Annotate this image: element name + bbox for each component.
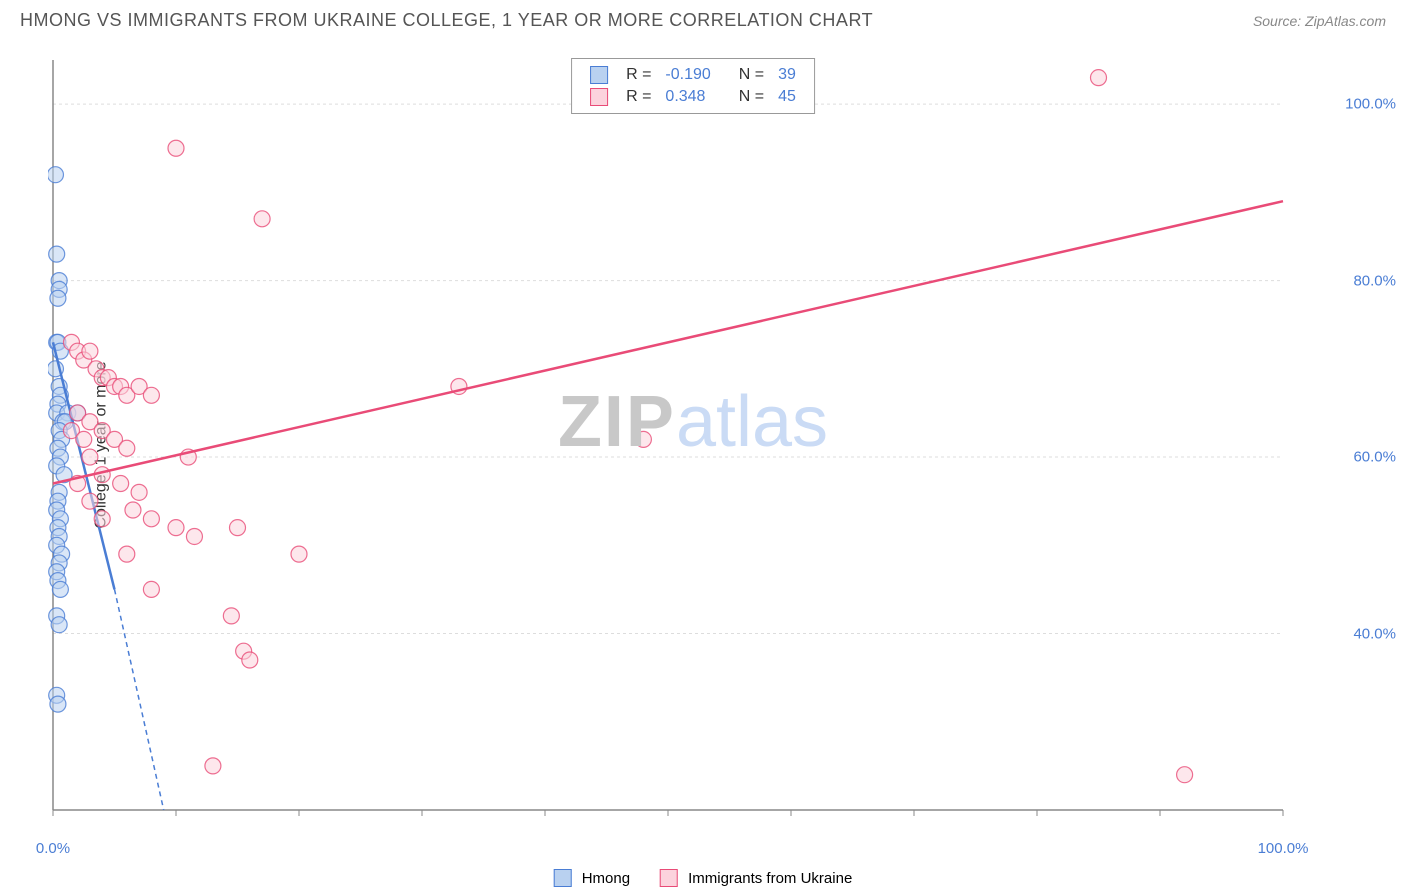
source-name: ZipAtlas.com <box>1305 13 1386 29</box>
legend-item-hmong: Hmong <box>554 869 630 887</box>
y-tick-label: 100.0% <box>1345 96 1396 113</box>
source-attribution: Source: ZipAtlas.com <box>1253 13 1386 29</box>
chart-area: College, 1 year or more R =-0.190N =39R … <box>48 55 1338 835</box>
legend-label-ukraine: Immigrants from Ukraine <box>688 870 852 887</box>
r-label: R = <box>620 87 657 107</box>
legend-swatch-ukraine <box>660 869 678 887</box>
x-tick-label: 0.0% <box>36 840 70 857</box>
r-value: 0.348 <box>659 87 716 107</box>
scatter-plot-svg <box>48 55 1338 835</box>
series-legend: Hmong Immigrants from Ukraine <box>554 869 853 887</box>
y-tick-label: 60.0% <box>1353 449 1396 466</box>
correlation-swatch <box>590 66 608 84</box>
correlation-legend: R =-0.190 N =39 R =0.348 N =45 <box>571 58 815 114</box>
chart-title: HMONG VS IMMIGRANTS FROM UKRAINE COLLEGE… <box>20 10 873 31</box>
n-value: 39 <box>772 65 802 85</box>
correlation-table: R =-0.190 N =39 R =0.348 N =45 <box>582 63 804 109</box>
n-label: N = <box>733 87 770 107</box>
chart-header: HMONG VS IMMIGRANTS FROM UKRAINE COLLEGE… <box>0 0 1406 31</box>
y-tick-label: 40.0% <box>1353 625 1396 642</box>
legend-label-hmong: Hmong <box>582 870 630 887</box>
correlation-row: R =-0.190 N =39 <box>584 65 802 85</box>
legend-swatch-hmong <box>554 869 572 887</box>
y-tick-label: 80.0% <box>1353 272 1396 289</box>
legend-item-ukraine: Immigrants from Ukraine <box>660 869 852 887</box>
source-prefix: Source: <box>1253 13 1305 29</box>
n-label: N = <box>733 65 770 85</box>
n-value: 45 <box>772 87 802 107</box>
correlation-row: R =0.348 N =45 <box>584 87 802 107</box>
r-label: R = <box>620 65 657 85</box>
r-value: -0.190 <box>659 65 716 85</box>
x-tick-label: 100.0% <box>1258 840 1309 857</box>
correlation-swatch <box>590 88 608 106</box>
